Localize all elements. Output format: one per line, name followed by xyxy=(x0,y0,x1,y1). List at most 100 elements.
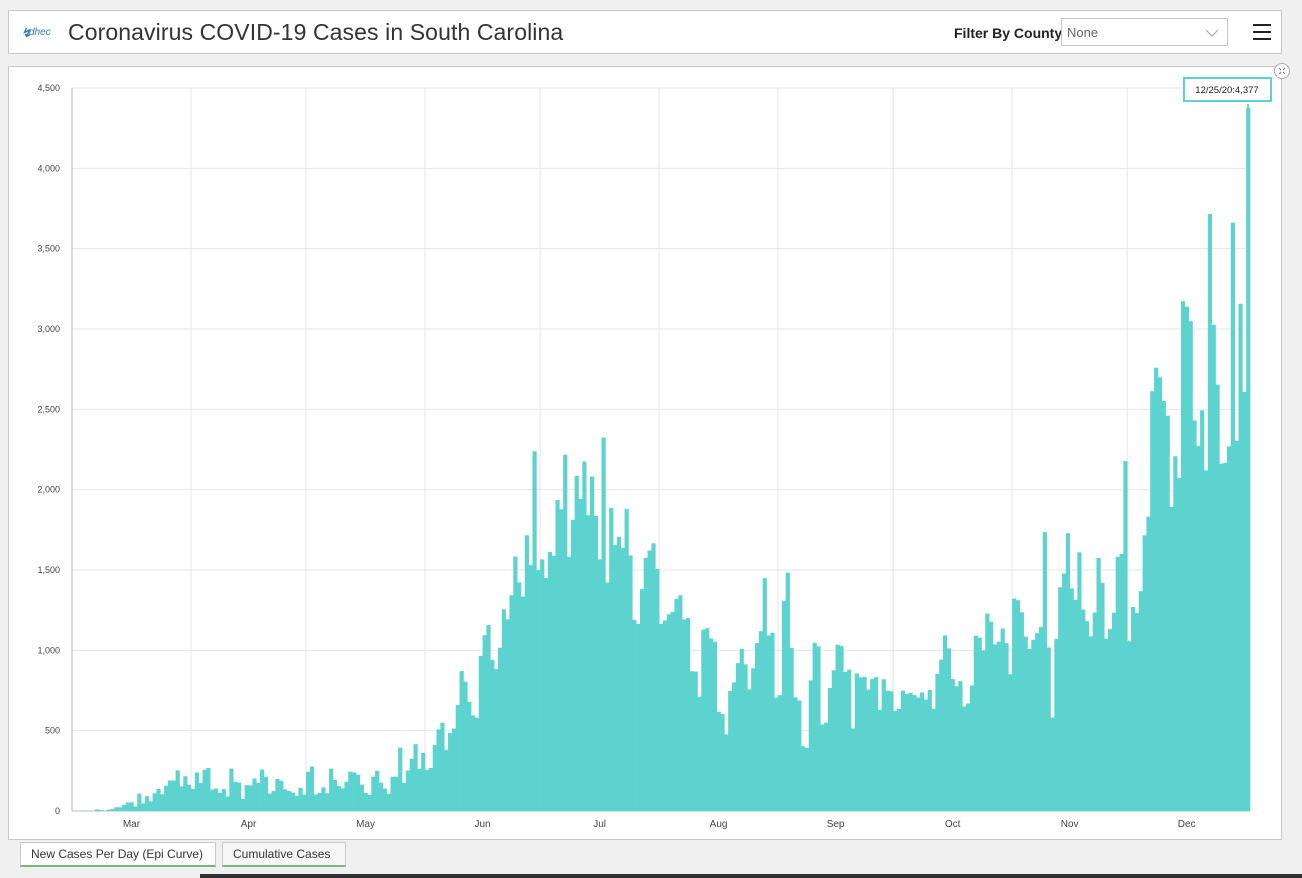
page-title: Coronavirus COVID-19 Cases in South Caro… xyxy=(68,19,564,45)
bar xyxy=(916,697,921,811)
bar xyxy=(344,781,349,811)
bar xyxy=(348,771,353,811)
bar xyxy=(528,565,533,811)
bar xyxy=(386,793,391,811)
bar xyxy=(286,790,292,811)
tab-new-cases[interactable]: New Cases Per Day (Epi Curve) xyxy=(20,842,216,867)
county-filter-select[interactable]: None xyxy=(1061,18,1228,46)
bar xyxy=(1123,461,1128,811)
tab-cumulative[interactable]: Cumulative Cases xyxy=(222,842,346,867)
bar xyxy=(148,801,153,811)
bar xyxy=(378,782,384,811)
y-tick-label: 3,500 xyxy=(37,244,60,254)
bar xyxy=(1223,462,1228,811)
bar xyxy=(363,793,368,811)
bar xyxy=(121,804,127,811)
tooltip-box xyxy=(1183,77,1272,102)
bar xyxy=(1081,609,1086,811)
bar xyxy=(540,559,545,811)
bar xyxy=(670,611,675,811)
bar xyxy=(451,728,457,811)
bar xyxy=(950,679,955,811)
bar xyxy=(877,709,882,811)
bar xyxy=(248,785,253,811)
bar xyxy=(854,673,859,811)
bar xyxy=(927,689,932,811)
bar xyxy=(237,782,242,811)
bar xyxy=(217,793,222,811)
bar xyxy=(1134,613,1140,811)
filter-label: Filter By County xyxy=(954,25,1063,41)
bar xyxy=(674,598,679,811)
bar xyxy=(202,769,207,811)
bar xyxy=(1146,516,1151,811)
bar xyxy=(643,557,648,811)
bar xyxy=(770,632,775,811)
bar xyxy=(1046,647,1051,811)
bar xyxy=(332,779,338,811)
bar xyxy=(417,768,422,811)
y-tick-label: 2,000 xyxy=(37,485,60,495)
bar xyxy=(555,499,560,811)
bar xyxy=(1219,463,1224,811)
bar xyxy=(969,685,975,811)
x-tick-label: Oct xyxy=(945,819,961,830)
bar xyxy=(1246,107,1251,811)
bar xyxy=(1142,535,1147,811)
bar xyxy=(478,655,483,811)
bar xyxy=(1211,324,1216,811)
hamburger-menu-icon[interactable] xyxy=(1253,24,1273,42)
bar xyxy=(563,454,568,811)
x-tick-label: Aug xyxy=(710,819,728,830)
bar xyxy=(739,648,744,811)
bar xyxy=(632,619,637,811)
bar xyxy=(325,793,330,811)
bar xyxy=(647,550,652,811)
bar xyxy=(908,692,913,811)
bar xyxy=(425,769,430,811)
bar xyxy=(912,695,917,811)
bar xyxy=(889,691,894,811)
bar xyxy=(762,578,767,811)
bar xyxy=(375,770,380,811)
bar xyxy=(432,744,437,811)
filter-value: None xyxy=(1067,25,1099,40)
bar xyxy=(183,776,188,811)
bar xyxy=(336,785,341,811)
bar xyxy=(459,671,464,811)
bar xyxy=(167,780,173,811)
bar xyxy=(985,613,990,811)
bar xyxy=(444,750,449,811)
bar xyxy=(716,711,721,811)
bar xyxy=(256,783,261,811)
collapse-icon[interactable] xyxy=(1274,63,1290,79)
bar xyxy=(731,682,737,811)
bar xyxy=(590,476,595,811)
bar xyxy=(1077,552,1082,811)
bar xyxy=(578,498,583,811)
x-tick-label: Jun xyxy=(475,819,491,830)
bar xyxy=(1061,573,1067,811)
bar xyxy=(1215,384,1220,811)
bar xyxy=(1196,446,1201,811)
bar xyxy=(1042,532,1047,811)
bar xyxy=(881,679,886,811)
bar xyxy=(1050,717,1055,811)
bar xyxy=(1023,636,1028,811)
bar xyxy=(812,642,817,811)
bar xyxy=(977,637,982,811)
bar xyxy=(233,781,238,811)
bar xyxy=(263,776,269,811)
bar xyxy=(1177,477,1182,811)
x-tick-label: Dec xyxy=(1178,819,1196,830)
bar xyxy=(329,768,334,811)
bar xyxy=(1184,306,1189,811)
bar xyxy=(827,687,833,811)
bar xyxy=(401,783,407,811)
bar xyxy=(271,791,276,811)
bar xyxy=(620,547,625,811)
bar xyxy=(463,681,468,811)
bar xyxy=(137,793,142,811)
bar xyxy=(1031,639,1036,811)
bar xyxy=(175,770,180,811)
